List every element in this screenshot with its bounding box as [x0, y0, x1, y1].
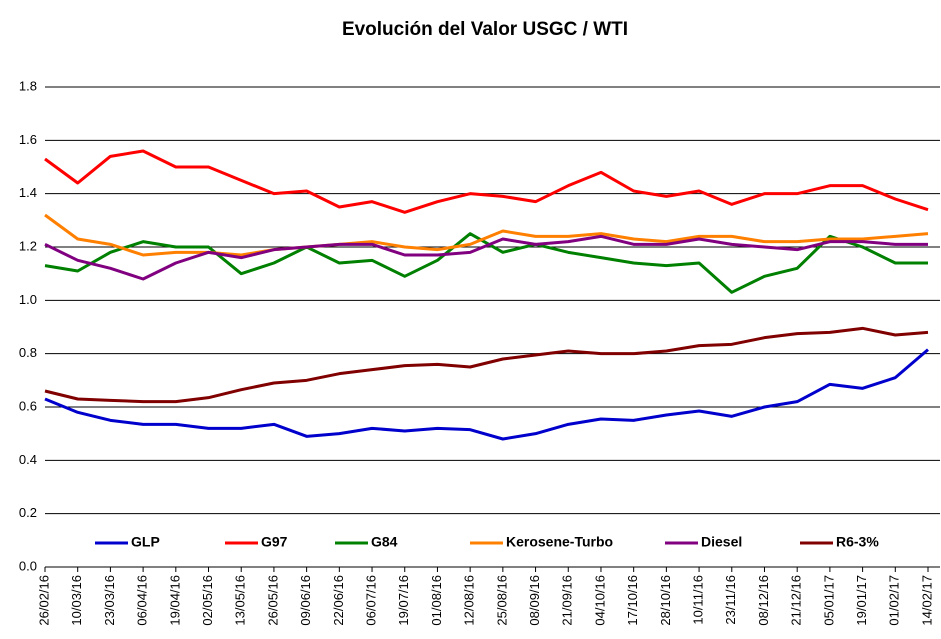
x-tick-label: 05/01/17 [821, 575, 836, 626]
legend-label: G97 [261, 534, 288, 550]
x-tick-label: 01/02/17 [887, 575, 902, 626]
x-tick-label: 22/06/16 [331, 575, 346, 626]
y-tick-label: 1.4 [19, 185, 37, 200]
x-tick-label: 09/06/16 [298, 575, 313, 626]
x-tick-label: 04/10/16 [592, 575, 607, 626]
y-tick-label: 0.6 [19, 398, 37, 413]
x-tick-label: 21/09/16 [560, 575, 575, 626]
y-tick-label: 0.8 [19, 345, 37, 360]
x-tick-label: 14/02/17 [919, 575, 934, 626]
series-line [44, 149, 929, 214]
x-tick-label: 25/08/16 [494, 575, 509, 626]
x-tick-label: 13/05/16 [233, 575, 248, 626]
chart-title: Evolución del Valor USGC / WTI [342, 19, 628, 40]
series-line [44, 326, 929, 404]
series-line [44, 348, 929, 441]
x-tick-label: 01/08/16 [429, 575, 444, 626]
x-tick-label: 19/01/17 [854, 575, 869, 626]
x-tick-label: 19/04/16 [167, 575, 182, 626]
x-tick-label: 26/05/16 [265, 575, 280, 626]
x-tick-label: 10/11/16 [691, 575, 706, 625]
x-tick-label: 21/12/16 [789, 575, 804, 626]
x-tick-label: 23/11/16 [723, 575, 738, 625]
x-tick-label: 06/04/16 [135, 575, 150, 626]
y-tick-label: 0.2 [19, 505, 37, 520]
legend-label: Kerosene-Turbo [506, 534, 613, 550]
series-line [44, 213, 929, 257]
series-line [44, 232, 928, 294]
y-tick-label: 1.2 [19, 238, 37, 253]
legend-label: GLP [131, 534, 160, 550]
legend-label: G84 [371, 534, 398, 550]
x-tick-label: 02/05/16 [200, 575, 215, 626]
x-tick-label: 28/10/16 [658, 575, 673, 626]
y-tick-label: 1.6 [19, 132, 37, 147]
x-tick-label: 12/08/16 [462, 575, 477, 626]
x-tick-label: 08/12/16 [756, 575, 771, 626]
x-tick-label: 08/09/16 [527, 575, 542, 626]
y-tick-label: 0.0 [19, 558, 37, 573]
x-tick-label: 17/10/16 [625, 575, 640, 626]
y-tick-label: 1.8 [19, 78, 37, 93]
legend-label: Diesel [701, 534, 742, 550]
x-tick-label: 26/02/16 [36, 575, 51, 626]
y-tick-label: 0.4 [19, 452, 37, 467]
x-tick-label: 06/07/16 [363, 575, 378, 626]
x-tick-label: 10/03/16 [69, 575, 84, 626]
series-line [44, 234, 928, 281]
y-tick-label: 1.0 [19, 292, 37, 307]
x-tick-label: 23/03/16 [102, 575, 117, 626]
legend-label: R6-3% [836, 534, 879, 550]
x-tick-label: 19/07/16 [396, 575, 411, 626]
